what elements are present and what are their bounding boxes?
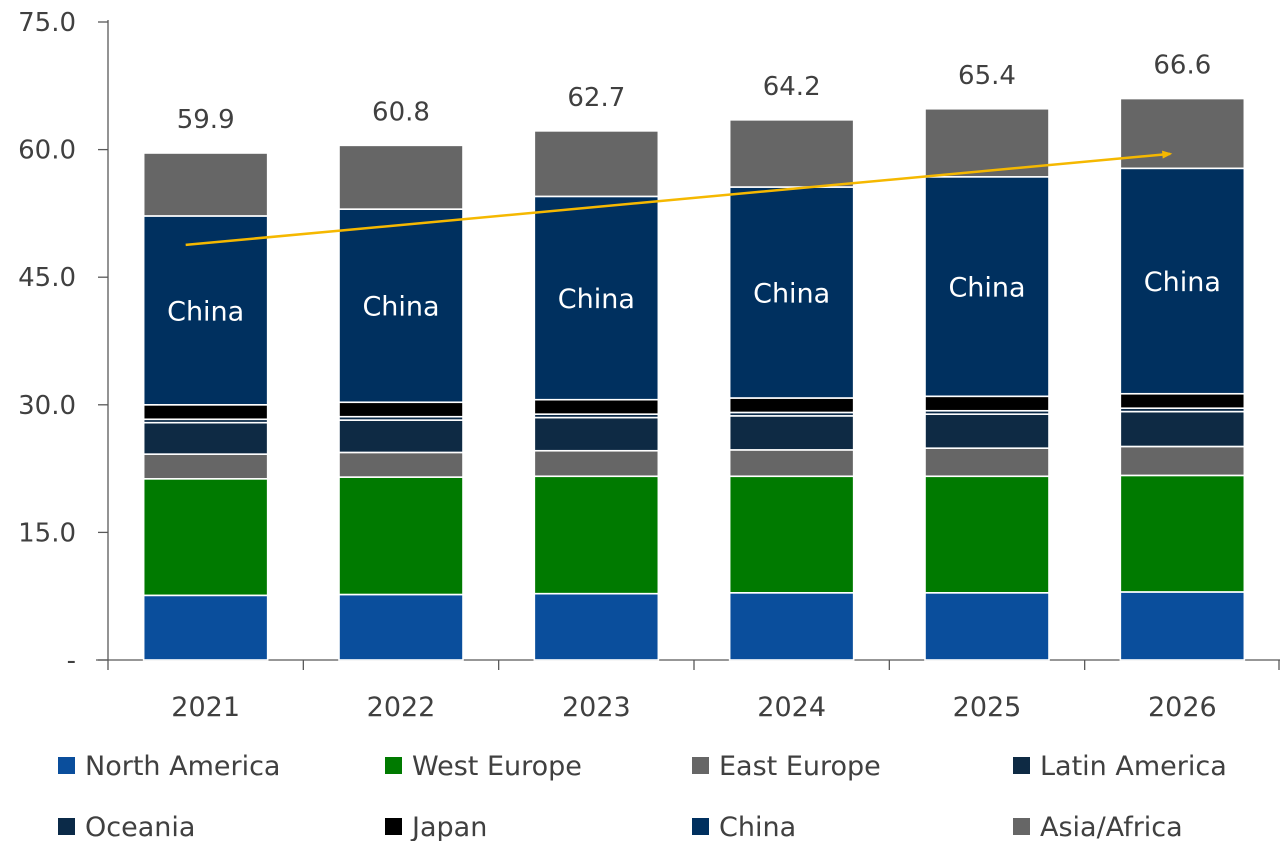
segment-label: China: [1144, 267, 1221, 298]
bar-segment-japan: [533, 398, 660, 415]
bar-segment-east-europe: [1119, 445, 1246, 477]
y-tick-label: 30.0: [18, 391, 76, 421]
bar-segment-china: [1119, 167, 1246, 395]
bar-segment-west-europe: [728, 475, 855, 594]
bar-segment-japan: [924, 395, 1050, 412]
bar-segment-north-america: [924, 591, 1050, 661]
bar-segment-east-europe: [728, 449, 855, 478]
legend-label: Japan: [410, 812, 487, 841]
bar-segment-asia-africa: [728, 119, 855, 188]
bar-segment-china: [533, 195, 660, 401]
y-tick-label: 75.0: [18, 8, 76, 38]
legend-swatch: [1013, 757, 1030, 774]
bar-segment-japan: [1119, 392, 1246, 410]
bar-segment-north-america: [728, 591, 855, 661]
legend-label: Oceania: [85, 812, 195, 841]
x-axis: 2021 2022 2023 2024 2025 2026: [96, 659, 1280, 723]
bar-segment-asia-africa: [338, 144, 464, 210]
legend-label: North America: [85, 751, 280, 782]
segment-label: China: [753, 279, 830, 310]
bar-segment-west-europe: [533, 475, 660, 595]
bar-segment-china: [728, 186, 855, 399]
legend-label: Asia/Africa: [1040, 812, 1183, 841]
bar-segment-china: [338, 208, 464, 404]
total-label: 65.4: [958, 61, 1016, 91]
bar-segment-japan: [338, 401, 464, 418]
bar-segment-west-europe: [338, 476, 464, 596]
legend-swatch: [692, 818, 709, 835]
trend-arrow-group: [185, 150, 1173, 247]
segment-label: China: [362, 292, 439, 323]
bar-segment-north-america: [142, 594, 269, 661]
legend-swatch: [58, 757, 75, 774]
legend: North America West Europe East Europe Latin…: [58, 751, 1227, 841]
bar-segment-china: [142, 215, 269, 406]
bar-segment-west-europe: [142, 478, 269, 597]
y-tick-label: -: [67, 646, 76, 676]
bar-segment-asia-africa: [533, 130, 660, 198]
bar-segment-asia-africa: [924, 107, 1050, 178]
bar-segment-china: [924, 176, 1050, 398]
bar-segment-north-america: [338, 593, 464, 661]
bar-segment-east-europe: [533, 449, 660, 478]
bar-segment-latin-america: [1119, 410, 1246, 448]
bar-segment-west-europe: [924, 475, 1050, 594]
legend-swatch: [385, 818, 402, 835]
y-tick-label: 15.0: [18, 518, 76, 548]
segment-label: China: [948, 273, 1025, 304]
bar-segment-asia-africa: [142, 152, 269, 217]
bar-segment-japan: [728, 397, 855, 414]
bar-segment-latin-america: [338, 419, 464, 454]
bars: China China China China China China: [142, 97, 1246, 661]
bar-segment-latin-america: [924, 413, 1050, 449]
legend-swatch: [1013, 818, 1030, 835]
bar-segment-north-america: [1119, 591, 1246, 661]
y-tick-label: 45.0: [18, 263, 76, 293]
legend-label: West Europe: [412, 751, 582, 782]
x-tick-label: 2024: [757, 692, 826, 723]
segment-label: China: [558, 284, 635, 315]
y-axis: - 15.0 30.0 45.0 60.0 75.0: [18, 8, 109, 676]
total-label: 59.9: [177, 105, 235, 135]
legend-swatch: [692, 757, 709, 774]
x-tick-label: 2023: [562, 692, 631, 723]
total-label: 60.8: [372, 97, 430, 127]
total-label: 64.2: [763, 72, 821, 102]
bar-segment-latin-america: [142, 421, 269, 455]
bar-segment-east-europe: [142, 453, 269, 480]
trend-arrow: [185, 150, 1173, 247]
legend-label: East Europe: [719, 751, 881, 782]
total-labels: 59.9 60.8 62.7 64.2 65.4 66.6: [177, 51, 1212, 135]
x-tick-label: 2026: [1148, 692, 1217, 723]
x-tick-label: 2022: [367, 692, 436, 723]
legend-label: China: [719, 812, 796, 841]
x-tick-label: 2025: [953, 692, 1022, 723]
bar-segment-latin-america: [728, 415, 855, 451]
bar-segment-east-europe: [338, 451, 464, 478]
segment-label: China: [167, 296, 244, 327]
bar-segment-north-america: [533, 592, 660, 661]
total-label: 62.7: [567, 83, 625, 113]
legend-swatch: [385, 757, 402, 774]
bar-segment-japan: [142, 403, 269, 421]
bar-segment-east-europe: [924, 447, 1050, 478]
y-tick-label: 60.0: [18, 136, 76, 166]
bar-segment-latin-america: [533, 416, 660, 452]
x-tick-label: 2021: [171, 692, 240, 723]
total-label: 66.6: [1153, 51, 1211, 81]
legend-label: Latin America: [1040, 751, 1227, 782]
bar-segment-west-europe: [1119, 474, 1246, 593]
legend-swatch: [58, 818, 75, 835]
